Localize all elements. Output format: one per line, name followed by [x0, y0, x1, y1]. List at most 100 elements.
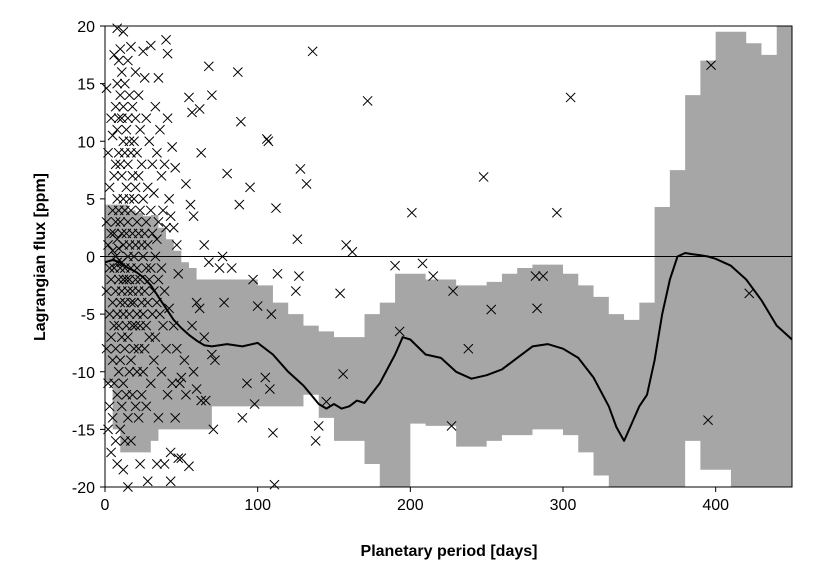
data-point	[168, 320, 179, 331]
data-point	[164, 303, 175, 314]
data-point	[179, 355, 190, 366]
data-point	[261, 133, 272, 144]
data-point	[264, 384, 275, 394]
data-point	[141, 113, 152, 124]
data-point	[180, 178, 191, 189]
data-point	[463, 343, 474, 354]
data-point	[107, 245, 118, 256]
data-point	[124, 136, 135, 147]
data-point	[161, 343, 172, 354]
data-point	[153, 216, 164, 227]
data-point	[446, 420, 457, 431]
data-point	[136, 389, 147, 400]
data-point	[394, 326, 405, 337]
data-point	[162, 48, 173, 59]
data-point	[109, 170, 120, 181]
data-point	[121, 274, 132, 285]
y-tick-label: -20	[72, 480, 95, 497]
data-point	[171, 240, 182, 250]
data-point	[136, 159, 147, 170]
data-point	[145, 263, 156, 273]
data-point	[115, 159, 126, 170]
data-point	[115, 297, 126, 308]
data-point	[161, 34, 172, 45]
data-point	[112, 389, 123, 400]
data-point	[145, 40, 156, 51]
data-point	[170, 412, 181, 423]
data-point	[106, 274, 117, 285]
data-point	[428, 271, 439, 282]
data-point	[127, 101, 138, 112]
data-point	[147, 228, 158, 239]
data-point	[532, 303, 543, 314]
x-tick-label: 300	[550, 497, 577, 514]
data-point	[107, 412, 118, 423]
data-point	[214, 263, 225, 273]
data-point	[151, 458, 162, 469]
data-point	[104, 401, 115, 412]
data-point	[269, 479, 280, 490]
data-point	[151, 297, 162, 308]
data-point	[200, 395, 211, 406]
data-point	[118, 378, 129, 389]
running-mean-line	[105, 252, 792, 442]
data-point	[272, 268, 283, 279]
data-point	[222, 168, 233, 179]
data-point	[101, 286, 112, 297]
data-point	[187, 320, 197, 331]
data-point	[155, 309, 165, 320]
data-point	[153, 72, 164, 83]
data-point	[138, 251, 149, 262]
data-point	[196, 395, 207, 406]
data-point	[115, 90, 126, 101]
data-point	[170, 162, 181, 173]
data-point	[156, 366, 167, 377]
data-point	[101, 83, 112, 94]
data-point	[145, 205, 156, 216]
data-point	[109, 320, 120, 331]
data-point	[122, 55, 133, 66]
data-point	[101, 216, 112, 227]
data-point	[122, 332, 133, 343]
data-point	[191, 297, 202, 308]
y-axis-title: Lagrangian flux [ppm]	[32, 173, 49, 341]
data-point	[110, 159, 121, 170]
data-point	[293, 271, 304, 282]
data-point	[107, 130, 118, 141]
data-point	[127, 389, 138, 400]
data-point	[155, 124, 165, 135]
data-point	[119, 78, 130, 89]
data-point	[132, 147, 143, 158]
data-point	[159, 458, 170, 469]
data-point	[161, 222, 172, 233]
data-point	[113, 55, 124, 66]
data-point	[151, 234, 162, 245]
data-point	[313, 420, 324, 431]
data-point	[125, 41, 136, 52]
data-point	[138, 193, 149, 204]
data-point	[335, 288, 346, 299]
data-point	[184, 461, 194, 472]
data-point	[338, 369, 349, 380]
data-point	[147, 309, 158, 320]
y-tick-label: 5	[86, 192, 95, 209]
data-point	[249, 399, 260, 409]
data-point	[151, 147, 162, 158]
data-point	[130, 67, 141, 78]
data-point	[232, 67, 243, 78]
data-point	[406, 207, 417, 218]
data-point	[122, 113, 133, 124]
data-point	[226, 263, 237, 273]
data-point	[115, 216, 126, 227]
data-point	[104, 309, 115, 320]
data-point	[138, 366, 149, 377]
data-point	[115, 424, 126, 435]
data-point	[110, 216, 121, 227]
data-point	[129, 297, 139, 308]
data-point	[267, 427, 278, 438]
data-point	[153, 412, 164, 423]
data-point	[116, 401, 127, 412]
data-point	[138, 309, 149, 320]
data-point	[107, 355, 118, 366]
